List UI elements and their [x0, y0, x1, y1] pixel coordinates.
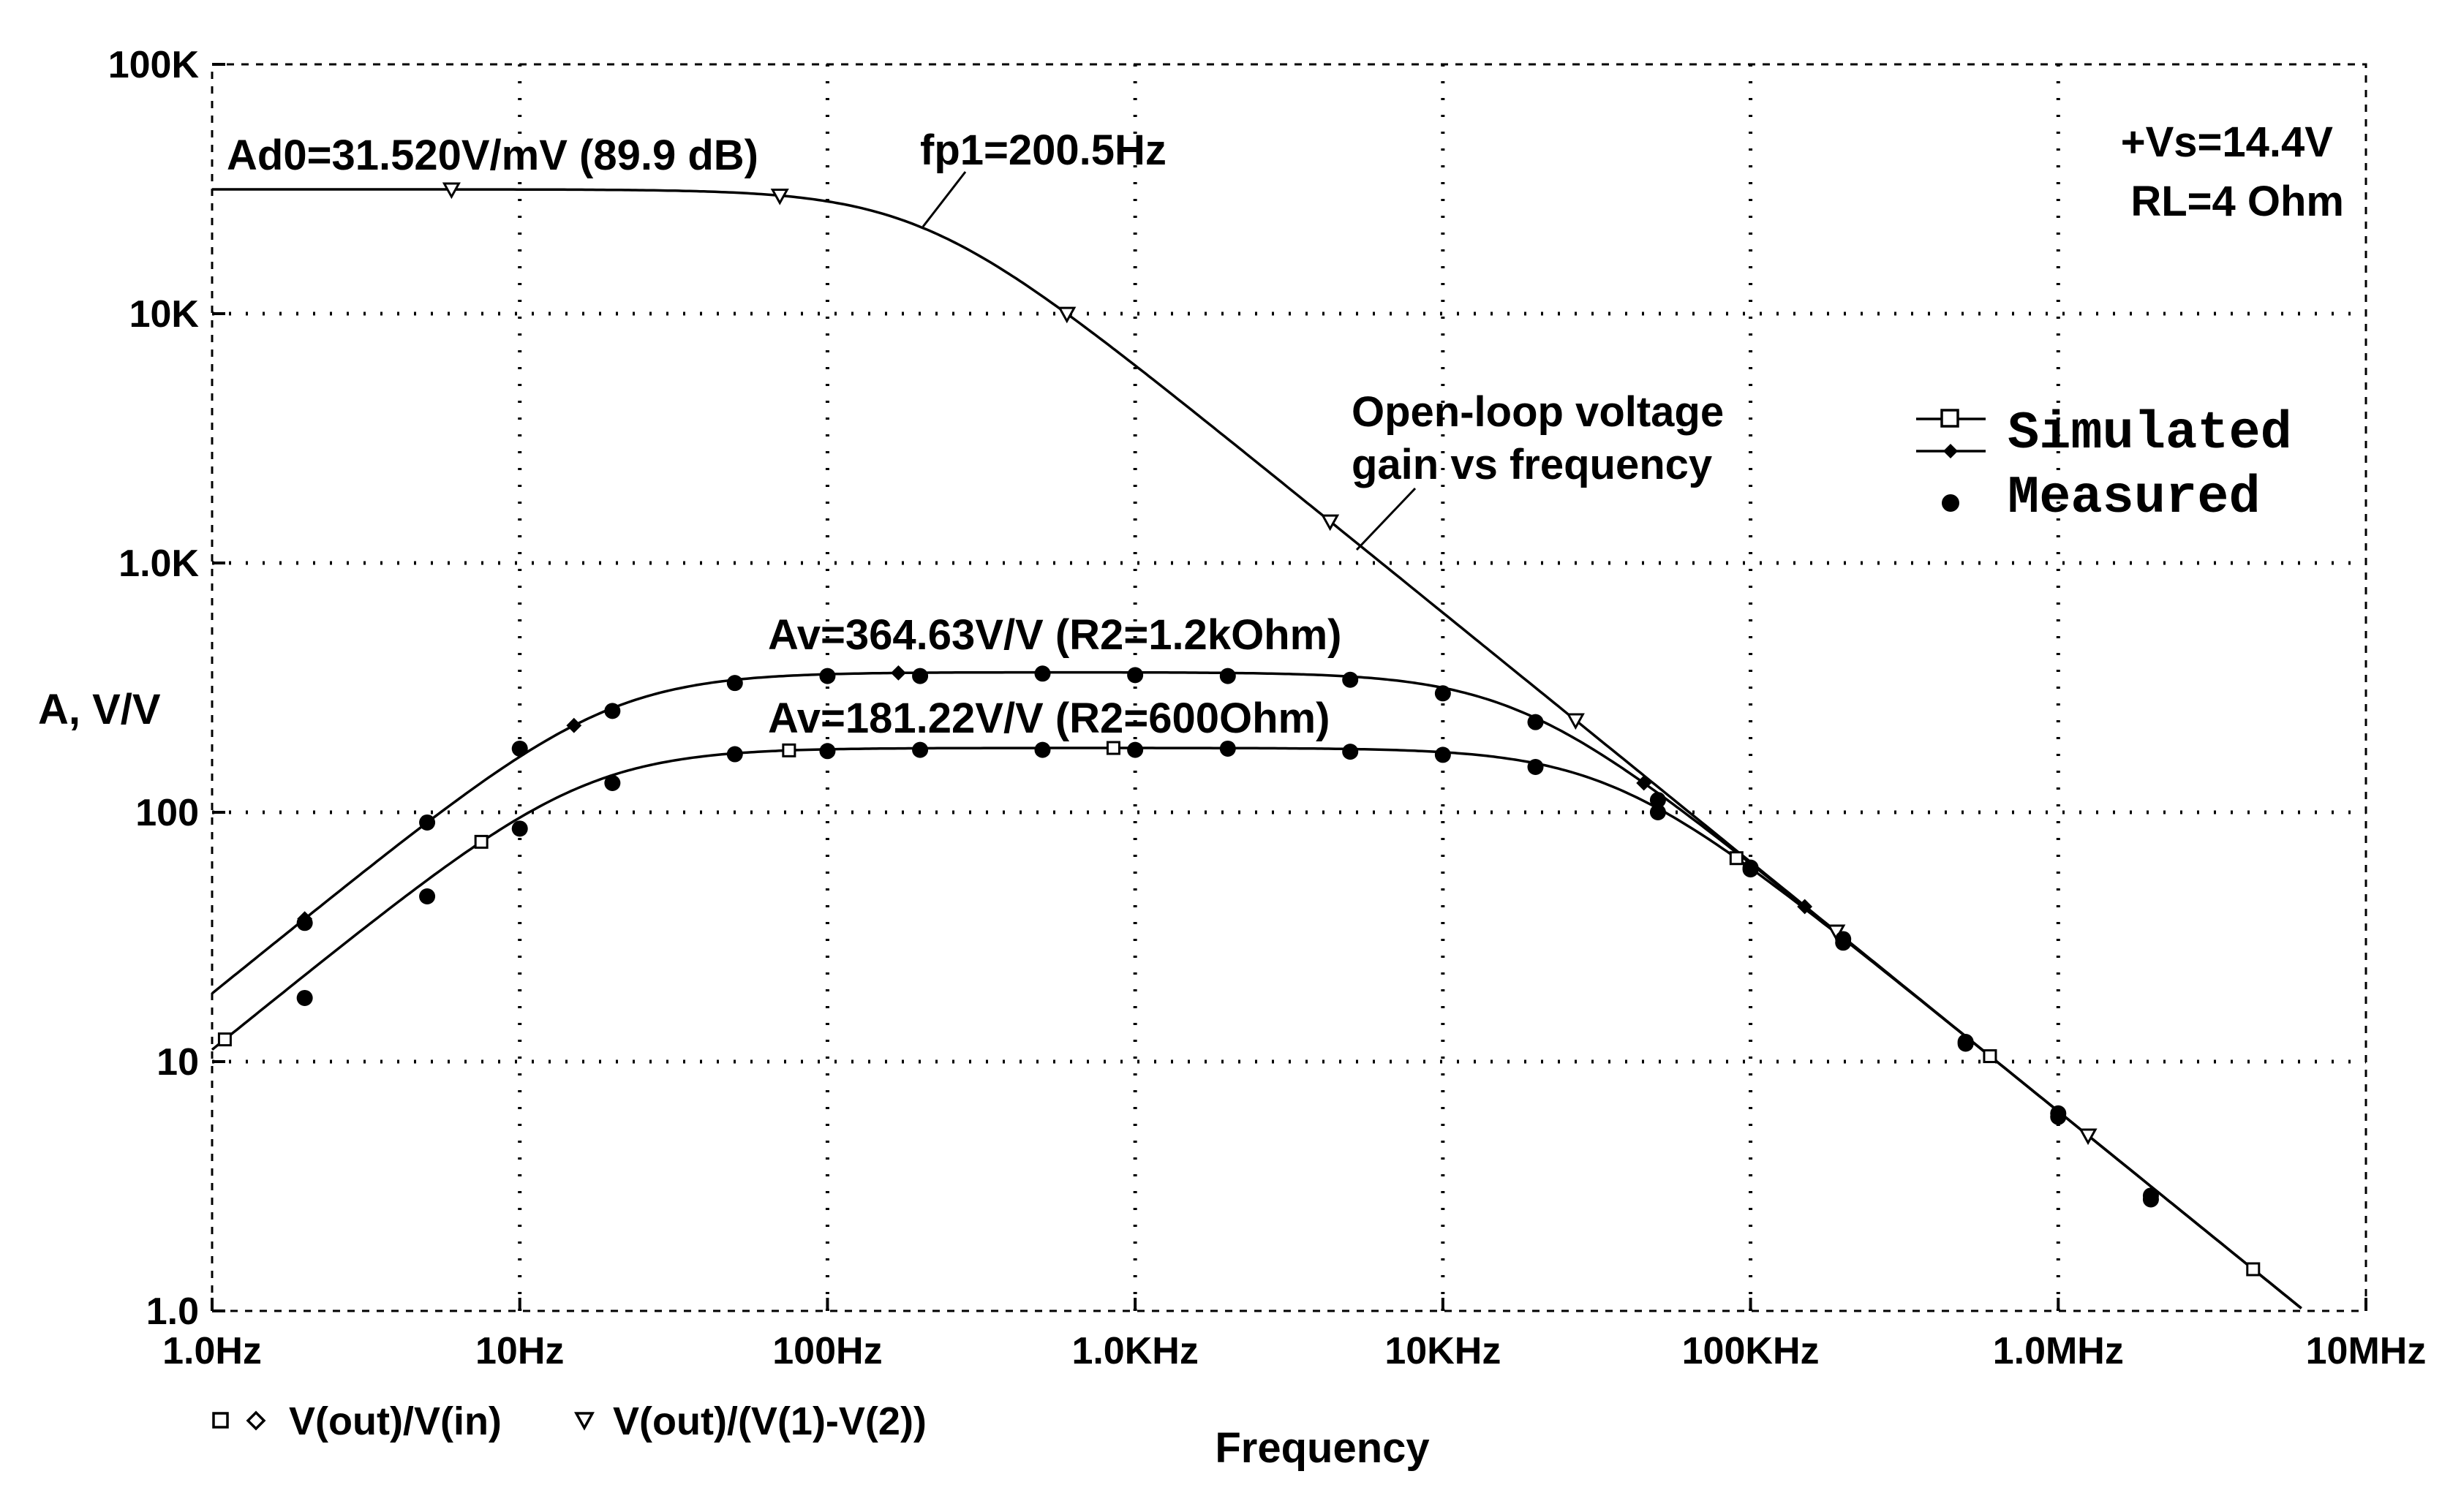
measured-point-r2-1k2 [1219, 668, 1236, 684]
measured-point-r2-600 [1127, 741, 1144, 758]
x-axis-title: Frequency [1215, 1424, 1429, 1472]
open-loop-triangle-marker [1566, 713, 1585, 730]
y-tick-label: 10K [129, 293, 200, 336]
y-tick-label: 10 [157, 1041, 199, 1084]
closed-loop-gain-curve-r2-600 [211, 746, 2302, 1309]
measured-point-r2-1k2 [296, 915, 313, 931]
annotation-open-loop-line2: gain vs frequency [1352, 441, 1712, 488]
measured-point-r2-600 [912, 741, 929, 758]
triangle-marker-icon [574, 1412, 595, 1431]
measured-point-r2-600 [1219, 740, 1236, 757]
open-loop-triangle-marker [2079, 1128, 2098, 1146]
measured-point-r2-600 [1527, 758, 1544, 775]
open-loop-triangle-marker [1321, 514, 1340, 532]
r2-600-square-marker [1983, 1049, 1997, 1064]
x-tick-label: 10Hz [475, 1330, 564, 1372]
r2-600-square-marker [217, 1032, 232, 1047]
open-loop-triangle-marker [442, 182, 461, 200]
square-marker-icon [212, 1412, 229, 1429]
diamond-marker-icon [246, 1410, 266, 1431]
y-tick-label: 100K [108, 44, 200, 86]
r2-1k2-diamond-marker [1636, 775, 1652, 791]
x-tick-label: 100Hz [772, 1330, 882, 1372]
measured-point-r2-600 [604, 775, 621, 792]
legend-simulated-label: Simulated [2008, 404, 2292, 464]
open-loop-triangle-marker [1058, 306, 1077, 324]
annotation-ad0: Ad0=31.520V/mV (89.9 dB) [227, 132, 758, 179]
annotation-av-r2-600: Av=181.22V/V (R2=600Ohm) [768, 695, 1330, 742]
measured-point-r2-600 [1649, 804, 1666, 820]
annotation-open-loop-line1: Open-loop voltage [1352, 388, 1724, 436]
open-loop-leader-line [1355, 487, 1417, 551]
legend-measured-symbol [1942, 494, 1959, 512]
measured-point-r2-600 [2050, 1105, 2067, 1122]
y-tick-label: 1.0 [146, 1290, 199, 1333]
annotation-rl: RL=4 Ohm [2130, 178, 2344, 225]
axes: 1.0Hz 10Hz 100Hz 1.0KHz 10KHz 100KHz 1.0MHz 10M… [108, 44, 2427, 1372]
measured-point-r2-600 [1434, 746, 1451, 763]
measured-point-r2-600 [511, 820, 528, 837]
open-loop-triangle-marker [770, 188, 789, 205]
measured-point-r2-600 [726, 746, 743, 763]
legend: Simulated Measured [1916, 404, 2292, 528]
plot-frame [211, 63, 2367, 1312]
fp1-leader-line [922, 171, 967, 227]
x-tick-label: 1.0Hz [162, 1330, 262, 1372]
y-axis-title: A, V/V [38, 686, 161, 733]
measured-point-r2-1k2 [819, 668, 836, 684]
r2-600-square-marker [1729, 851, 1744, 866]
measured-point-r2-1k2 [912, 668, 929, 684]
r2-1k2-diamond-marker [1797, 899, 1813, 915]
annotation-av-r2-1k2: Av=364.63V/V (R2=1.2kOhm) [768, 611, 1342, 659]
trace-label-open-loop: V(out)/(V(1)-V(2)) [613, 1399, 927, 1443]
measured-point-r2-600 [419, 888, 436, 904]
measured-point-r2-1k2 [419, 814, 436, 831]
measured-point-r2-600 [1034, 741, 1051, 758]
measured-point-r2-600 [1957, 1035, 1974, 1052]
curves [211, 188, 2302, 1309]
x-tick-label: 100KHz [1682, 1330, 1820, 1372]
measured-point-r2-1k2 [726, 675, 743, 692]
r2-600-square-marker [474, 834, 489, 849]
r2-600-square-marker [1106, 741, 1120, 755]
annotation-fp1: fp1=200.5Hz [920, 126, 1167, 174]
measured-point-r2-1k2 [1342, 671, 1359, 688]
r2-1k2-diamond-marker [566, 717, 582, 733]
measured-point-r2-600 [1835, 934, 1852, 951]
measured-point-r2-600 [819, 743, 836, 760]
trace-label-closed-loop: V(out)/V(in) [289, 1399, 502, 1443]
legend-measured-label: Measured [2008, 468, 2261, 528]
y-tick-label: 100 [135, 792, 199, 834]
y-tick-label: 1.0K [118, 543, 199, 585]
markers [217, 182, 2261, 1277]
r2-600-square-marker [2246, 1262, 2261, 1277]
measured-point-r2-1k2 [604, 703, 621, 719]
measured-point-r2-1k2 [511, 740, 528, 757]
measured-point-r2-600 [1742, 859, 1759, 876]
r2-1k2-diamond-marker [890, 665, 906, 681]
annotation-vs: +Vs=14.4V [2121, 118, 2334, 166]
measured-point-r2-1k2 [1434, 685, 1451, 702]
trace-legend: V(out)/V(in) V(out)/(V(1)-V(2)) [212, 1399, 927, 1443]
measured-point-r2-1k2 [1127, 667, 1144, 684]
x-tick-label: 1.0KHz [1071, 1330, 1198, 1372]
x-tick-label: 10MHz [2306, 1330, 2427, 1372]
measured-point-r2-600 [1342, 744, 1359, 760]
measured-point-r2-600 [296, 989, 313, 1006]
measured-point-r2-1k2 [1527, 714, 1544, 730]
measured-point-r2-1k2 [1649, 792, 1666, 809]
measured-point-r2-600 [2142, 1191, 2159, 1208]
r2-600-square-marker [782, 743, 796, 757]
x-tick-label: 10KHz [1384, 1330, 1501, 1372]
x-tick-label: 1.0MHz [1993, 1330, 2124, 1372]
legend-simulated-symbol [1916, 409, 1986, 458]
measured-point-r2-1k2 [1034, 665, 1051, 682]
